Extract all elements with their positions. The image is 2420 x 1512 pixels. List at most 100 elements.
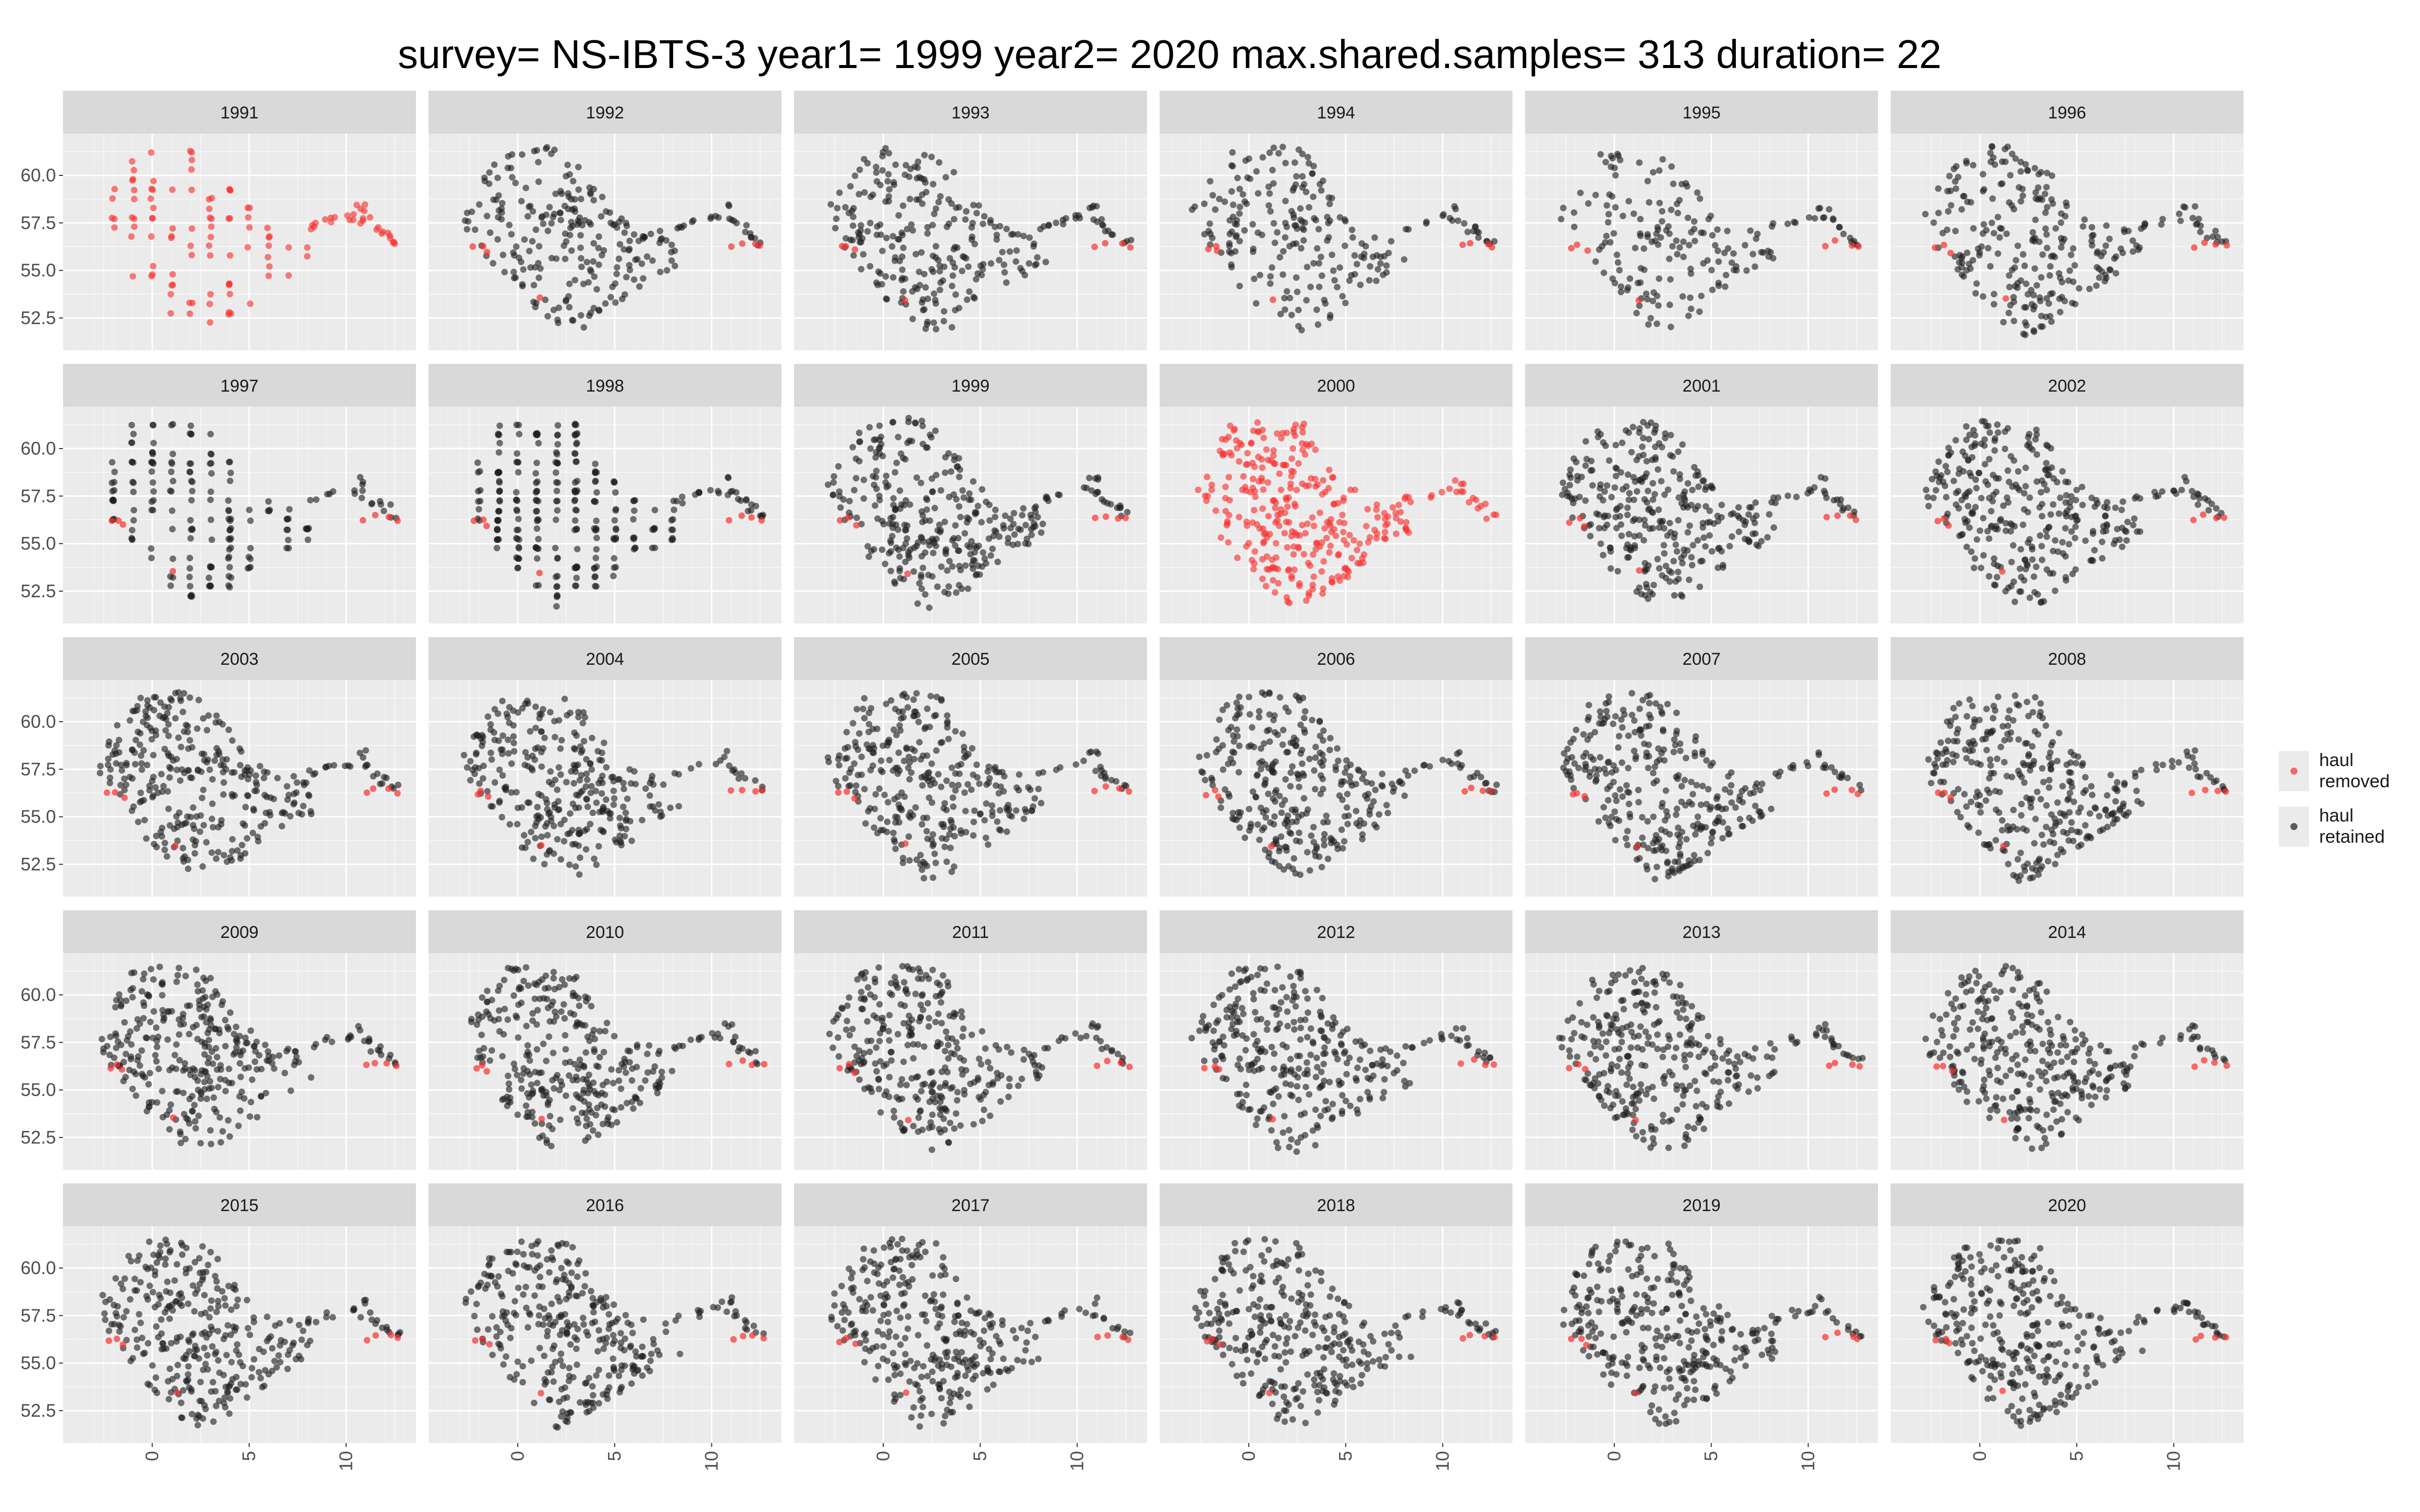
point-haul-removed bbox=[1636, 567, 1643, 574]
point-haul-retained bbox=[1690, 218, 1698, 225]
point-haul-retained bbox=[1034, 514, 1041, 521]
point-haul-retained bbox=[1338, 778, 1345, 785]
point-haul-retained bbox=[672, 263, 679, 270]
point-haul-retained bbox=[1714, 247, 1721, 255]
point-haul-removed bbox=[852, 246, 859, 253]
point-haul-retained bbox=[554, 786, 561, 793]
point-haul-retained bbox=[2010, 578, 2017, 585]
point-haul-retained bbox=[1635, 280, 1642, 286]
point-haul-retained bbox=[1636, 855, 1643, 862]
point-haul-retained bbox=[553, 603, 560, 610]
point-haul-retained bbox=[2030, 573, 2037, 580]
point-haul-retained bbox=[1618, 759, 1625, 766]
point-haul-retained bbox=[913, 474, 920, 481]
point-haul-retained bbox=[1347, 779, 1354, 786]
point-haul-retained bbox=[1270, 220, 1278, 227]
point-haul-retained bbox=[2058, 244, 2065, 251]
point-haul-retained bbox=[1645, 741, 1652, 748]
point-haul-retained bbox=[572, 863, 579, 870]
point-haul-retained bbox=[1266, 190, 1273, 197]
point-haul-removed bbox=[109, 195, 116, 202]
point-haul-removed bbox=[1250, 427, 1257, 434]
point-haul-retained bbox=[1675, 824, 1682, 831]
point-haul-retained bbox=[1379, 271, 1386, 278]
point-haul-retained bbox=[1831, 497, 1838, 503]
point-haul-retained bbox=[290, 773, 297, 780]
point-haul-retained bbox=[907, 165, 914, 172]
point-haul-retained bbox=[1367, 263, 1373, 270]
point-haul-retained bbox=[2133, 493, 2140, 500]
point-haul-removed bbox=[758, 787, 765, 794]
point-haul-retained bbox=[499, 813, 506, 821]
point-haul-removed bbox=[1215, 793, 1222, 800]
point-haul-retained bbox=[1266, 689, 1273, 696]
point-haul-removed bbox=[1217, 448, 1224, 455]
point-haul-retained bbox=[1645, 435, 1652, 443]
point-haul-removed bbox=[1288, 455, 1295, 462]
point-haul-retained bbox=[981, 213, 988, 220]
point-haul-retained bbox=[2021, 490, 2028, 497]
point-haul-retained bbox=[1730, 250, 1737, 257]
point-haul-retained bbox=[2035, 184, 2042, 191]
point-haul-removed bbox=[1453, 488, 1460, 495]
point-haul-retained bbox=[729, 488, 736, 494]
point-haul-retained bbox=[1258, 758, 1265, 765]
point-haul-retained bbox=[2120, 498, 2127, 505]
point-haul-retained bbox=[1718, 501, 1725, 509]
point-haul-retained bbox=[104, 762, 111, 769]
point-haul-retained bbox=[1362, 243, 1369, 249]
point-haul-retained bbox=[1307, 283, 1314, 290]
point-haul-retained bbox=[513, 527, 520, 534]
point-haul-retained bbox=[524, 213, 531, 220]
point-haul-retained bbox=[1269, 167, 1276, 173]
point-haul-retained bbox=[1777, 768, 1784, 775]
point-haul-retained bbox=[2008, 558, 2015, 565]
y-tick-label: 55.0 bbox=[21, 260, 56, 281]
point-haul-retained bbox=[1357, 281, 1364, 288]
point-haul-retained bbox=[486, 169, 493, 176]
point-haul-retained bbox=[893, 544, 900, 551]
point-haul-retained bbox=[853, 782, 860, 789]
point-haul-retained bbox=[587, 266, 594, 273]
point-haul-retained bbox=[632, 781, 639, 788]
point-haul-retained bbox=[1327, 735, 1334, 742]
point-haul-retained bbox=[920, 564, 927, 572]
point-haul-retained bbox=[1751, 263, 1759, 270]
point-haul-retained bbox=[877, 827, 884, 834]
point-haul-retained bbox=[1458, 762, 1465, 769]
point-haul-retained bbox=[1658, 478, 1665, 485]
point-haul-retained bbox=[208, 460, 215, 467]
point-haul-retained bbox=[1318, 863, 1325, 870]
point-haul-retained bbox=[208, 815, 215, 823]
point-haul-retained bbox=[151, 841, 158, 848]
point-haul-removed bbox=[1934, 518, 1941, 525]
point-haul-retained bbox=[1095, 476, 1102, 483]
point-haul-retained bbox=[1299, 151, 1306, 157]
point-haul-retained bbox=[554, 555, 561, 562]
point-haul-retained bbox=[942, 469, 948, 476]
point-haul-retained bbox=[2093, 250, 2100, 257]
point-haul-retained bbox=[2209, 233, 2216, 240]
point-haul-retained bbox=[1656, 167, 1663, 174]
point-haul-retained bbox=[2100, 528, 2107, 535]
point-haul-retained bbox=[590, 258, 597, 265]
point-haul-retained bbox=[1651, 429, 1658, 436]
point-haul-retained bbox=[1653, 230, 1660, 237]
point-haul-retained bbox=[483, 213, 491, 220]
point-haul-retained bbox=[1944, 226, 1951, 233]
point-haul-retained bbox=[1299, 184, 1306, 191]
point-haul-retained bbox=[342, 763, 348, 770]
point-haul-removed bbox=[1300, 420, 1307, 427]
point-haul-retained bbox=[1639, 814, 1646, 821]
point-haul-retained bbox=[1246, 805, 1253, 812]
point-haul-retained bbox=[2205, 507, 2212, 514]
point-haul-removed bbox=[1202, 792, 1209, 799]
point-haul-retained bbox=[948, 324, 955, 331]
point-haul-removed bbox=[1225, 474, 1232, 481]
point-haul-removed bbox=[1127, 244, 1134, 251]
point-haul-retained bbox=[1339, 796, 1346, 803]
point-haul-retained bbox=[1649, 509, 1655, 516]
point-haul-removed bbox=[1240, 473, 1247, 480]
point-haul-retained bbox=[1582, 761, 1589, 768]
point-haul-removed bbox=[1125, 788, 1132, 795]
